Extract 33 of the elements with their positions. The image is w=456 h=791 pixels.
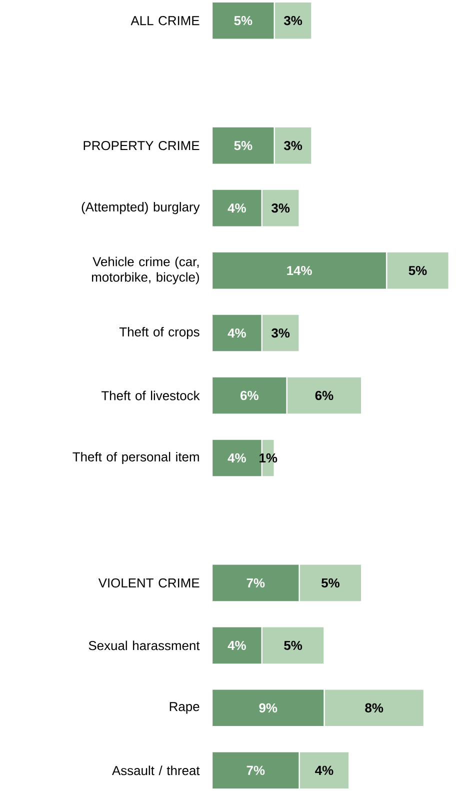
y-tick-label: (Attempted) burglary	[82, 202, 200, 214]
data-label: 5%	[234, 140, 252, 150]
data-label: 7%	[246, 766, 265, 775]
y-tick-label: Theft of personal item	[72, 452, 199, 464]
y-tick-label: ALL CRIME	[130, 16, 200, 26]
data-label: 14%	[287, 266, 312, 276]
data-label: 8%	[365, 703, 384, 712]
data-label: 1%	[260, 453, 278, 463]
y-tick-label: VIOLENT CRIME	[98, 578, 200, 588]
data-label: 5%	[284, 640, 302, 650]
data-label: 9%	[259, 703, 278, 712]
y-tick-label: PROPERTY CRIME	[84, 140, 200, 150]
data-label: 6%	[240, 390, 258, 400]
data-label: 3%	[272, 203, 290, 213]
y-tick-label: Rape	[170, 702, 200, 714]
data-label: 4%	[228, 328, 246, 338]
data-label: 5%	[408, 266, 427, 276]
y-tick-label: Theft of crops	[119, 326, 200, 340]
data-label: 3%	[284, 140, 302, 150]
data-label: 4%	[228, 203, 246, 213]
data-label: 4%	[228, 453, 246, 463]
data-label: 5%	[321, 578, 340, 588]
y-tick-label: Sexual harassment	[88, 640, 200, 650]
y-tick-label: Assault / threat	[112, 766, 200, 776]
data-label: 7%	[246, 578, 265, 588]
data-label: 4%	[315, 766, 334, 775]
y-tick-label: Vehicle crime (car, motorbike, bicycle)	[92, 256, 199, 284]
data-label: 3%	[284, 16, 302, 26]
data-label: 4%	[228, 640, 246, 650]
y-tick-label: Theft of livestock	[101, 390, 200, 400]
data-label: 5%	[234, 16, 252, 26]
data-label: 6%	[315, 390, 334, 400]
data-label: 3%	[272, 328, 290, 338]
